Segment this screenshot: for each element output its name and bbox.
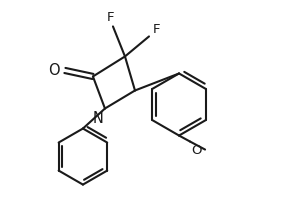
Text: O: O bbox=[191, 143, 201, 156]
Text: N: N bbox=[93, 110, 104, 125]
Text: F: F bbox=[107, 11, 115, 24]
Text: F: F bbox=[153, 23, 161, 36]
Text: O: O bbox=[48, 63, 60, 78]
